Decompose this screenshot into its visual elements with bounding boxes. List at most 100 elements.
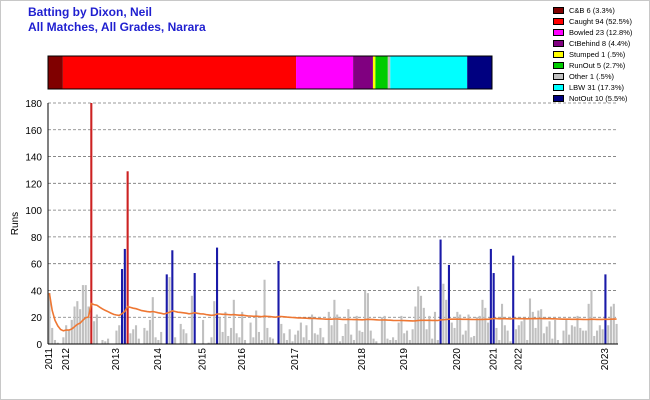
x-year-label: 2013 — [111, 348, 122, 371]
innings-bar — [90, 103, 93, 344]
y-tick-label: 160 — [25, 126, 42, 137]
innings-bar — [70, 319, 73, 344]
innings-bar — [193, 273, 196, 344]
innings-bar — [48, 293, 51, 344]
innings-bar — [101, 339, 104, 344]
innings-bar — [436, 339, 439, 344]
innings-bar — [313, 333, 316, 344]
innings-bar — [297, 330, 300, 344]
innings-bar — [503, 325, 506, 344]
innings-bar — [361, 331, 364, 344]
innings-bar — [590, 290, 593, 344]
innings-bar — [405, 330, 409, 344]
innings-bar — [224, 311, 227, 344]
innings-bar — [576, 315, 579, 344]
running-average-line — [48, 292, 617, 332]
innings-bar — [492, 273, 495, 344]
innings-bar — [283, 333, 286, 344]
legend-label: Other 1 (.5%) — [569, 72, 615, 81]
innings-bar — [487, 322, 490, 344]
innings-bar — [542, 333, 546, 344]
legend-item: LBW 31 (17.3%) — [553, 82, 632, 93]
innings-bar — [517, 325, 520, 344]
innings-bar — [520, 321, 523, 344]
legend-swatch — [553, 62, 564, 69]
innings-bar — [607, 325, 610, 344]
innings-bar — [157, 339, 160, 344]
innings-bar — [417, 286, 420, 344]
innings-bar — [257, 331, 261, 344]
y-tick-label: 140 — [25, 153, 42, 164]
innings-bar — [202, 319, 205, 344]
innings-bar — [134, 325, 138, 344]
legend-swatch — [553, 29, 564, 36]
innings-bar — [389, 339, 392, 344]
legend-item: Stumped 1 (.5%) — [553, 49, 632, 60]
innings-bar — [221, 331, 224, 344]
innings-bar — [305, 325, 308, 344]
innings-bar — [174, 337, 177, 344]
innings-bar — [579, 327, 582, 344]
innings-bar — [255, 310, 258, 344]
innings-bar — [506, 330, 509, 344]
innings-bar — [447, 265, 451, 344]
innings-bar — [456, 311, 459, 344]
innings-bar — [260, 339, 263, 344]
innings-bar — [609, 306, 613, 344]
innings-bar — [433, 311, 437, 344]
innings-bar — [229, 327, 233, 344]
innings-bar — [500, 303, 504, 344]
innings-bar — [615, 323, 618, 344]
legend-swatch — [553, 7, 564, 14]
chart-title: Batting by Dixon, Neil — [28, 5, 153, 19]
innings-bar — [358, 330, 361, 344]
innings-bar — [168, 277, 171, 344]
innings-bar — [126, 171, 129, 344]
innings-bar — [235, 333, 238, 344]
innings-bar — [554, 319, 557, 344]
innings-bar — [548, 321, 551, 344]
innings-bar — [146, 330, 149, 344]
innings-bar — [372, 338, 375, 344]
innings-bar — [118, 325, 121, 344]
innings-bar — [179, 323, 182, 344]
x-year-label: 2014 — [153, 348, 164, 371]
dismissal-segment — [375, 56, 388, 89]
innings-bar — [310, 314, 314, 344]
legend-swatch — [553, 84, 564, 91]
innings-bar — [154, 337, 157, 344]
innings-bar — [243, 339, 247, 344]
innings-bar — [241, 311, 244, 344]
innings-bar — [338, 341, 342, 344]
legend-swatch — [553, 51, 564, 58]
innings-bar — [137, 338, 140, 344]
innings-bar — [464, 330, 467, 344]
innings-bar — [291, 341, 294, 344]
innings-bar — [327, 311, 330, 344]
innings-bar — [453, 327, 456, 344]
innings-bar — [355, 315, 358, 344]
innings-bar — [76, 301, 79, 344]
innings-bar — [612, 303, 615, 344]
legend: C&B 6 (3.3%) Caught 94 (52.5%) Bowled 23 (… — [553, 5, 632, 104]
y-tick-label: 20 — [31, 313, 43, 324]
innings-bar — [534, 327, 537, 344]
innings-bar — [266, 327, 269, 344]
innings-bar — [439, 239, 442, 344]
innings-bar — [537, 310, 540, 344]
innings-bar — [495, 327, 498, 344]
innings-bar — [160, 331, 163, 344]
innings-bar — [514, 329, 518, 344]
innings-bar — [53, 339, 57, 344]
innings-bar — [129, 333, 132, 344]
legend-item: Bowled 23 (12.8%) — [553, 27, 632, 38]
innings-bar — [271, 338, 274, 344]
innings-bar — [604, 274, 607, 344]
innings-bar — [341, 335, 344, 344]
innings-bar — [509, 341, 512, 344]
innings-bar — [333, 299, 336, 344]
x-year-label: 2021 — [488, 348, 499, 371]
innings-bar — [104, 341, 107, 344]
legend-label: RunOut 5 (2.7%) — [569, 61, 626, 70]
dismissal-segment — [372, 56, 376, 89]
